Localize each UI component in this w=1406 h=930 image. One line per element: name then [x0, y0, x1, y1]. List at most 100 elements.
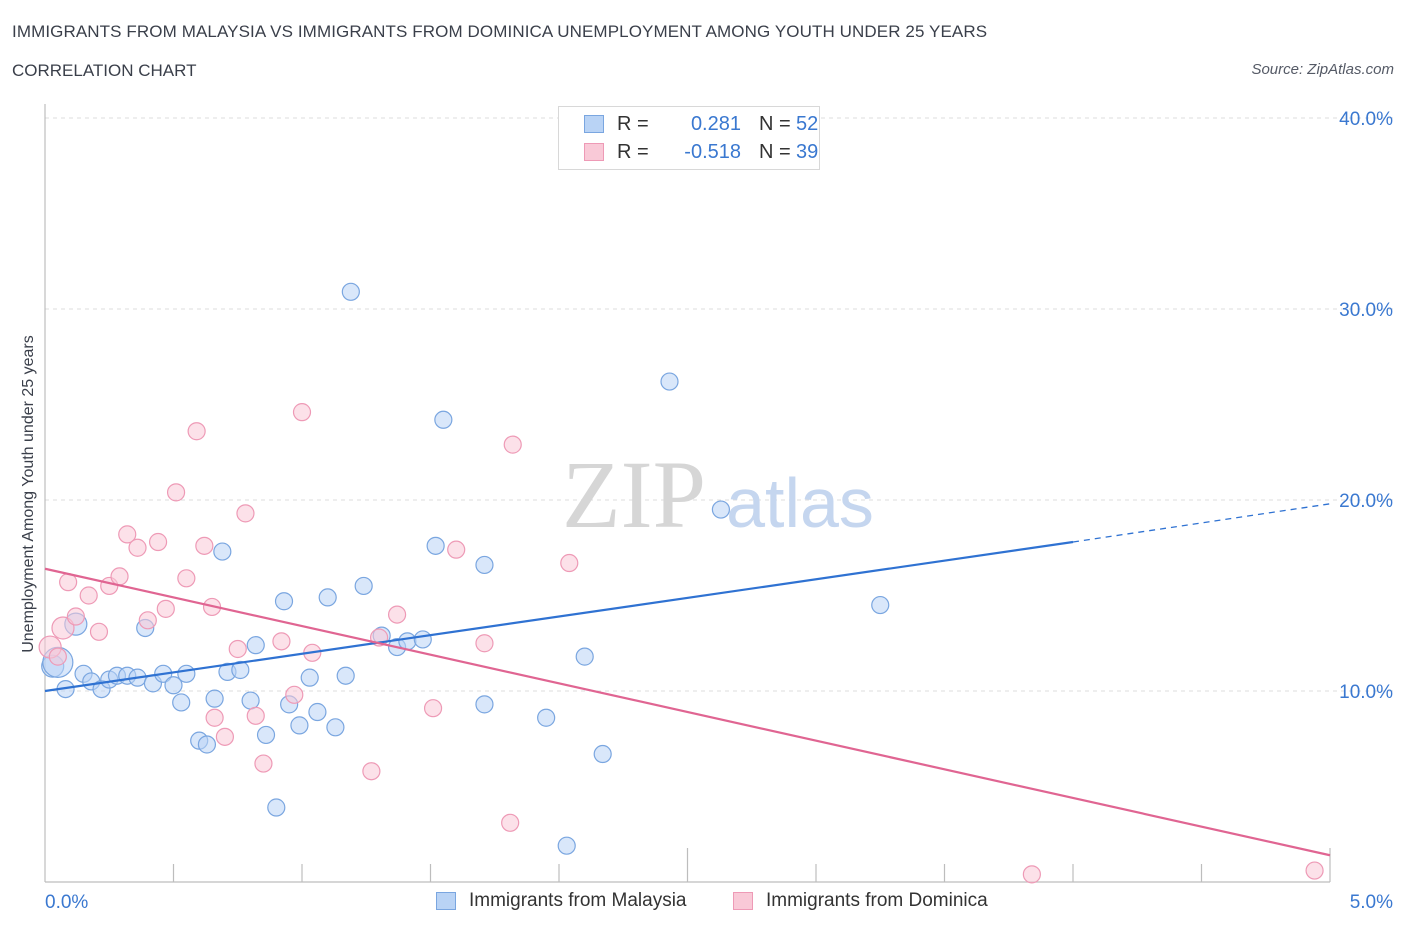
dominica-point: [387, 605, 407, 624]
dominica-point: [447, 540, 466, 559]
x-tick-label: 0.0%: [45, 892, 88, 913]
malaysia-point: [231, 660, 250, 680]
dominica-point: [236, 504, 255, 523]
dominica-point: [187, 422, 206, 441]
malaysia-point: [205, 689, 224, 708]
dominica-point: [128, 538, 147, 557]
dominica-point: [560, 553, 579, 573]
r-label: R =: [617, 113, 649, 135]
malaysia-point: [557, 836, 576, 855]
dominica-point: [1305, 861, 1324, 880]
n-label: N =: [759, 113, 791, 135]
dominica-point: [118, 525, 137, 544]
malaysia-point: [246, 636, 265, 655]
dominica-point: [1022, 865, 1041, 884]
data-points: [38, 282, 1324, 884]
malaysia-point: [197, 735, 217, 754]
malaysia-point: [256, 725, 276, 745]
malaysia-point: [426, 536, 445, 555]
malaysia-n-value: 52: [796, 113, 819, 135]
dominica-point: [205, 708, 224, 727]
dominica-trend-line: [44, 567, 1331, 857]
malaysia-point: [172, 693, 191, 712]
dominica-point: [501, 813, 520, 832]
dominica-point: [177, 569, 196, 588]
dominica-legend-label: Immigrants from Dominica: [766, 890, 988, 911]
malaysia-point: [575, 647, 594, 666]
r-label: R =: [617, 141, 649, 163]
malaysia-point: [267, 798, 286, 817]
tick-labels: 10.0% 20.0% 30.0% 40.0% 0.0% 5.0%: [45, 109, 1393, 913]
dominica-point: [272, 632, 291, 651]
dominica-point: [246, 706, 265, 725]
malaysia-point: [308, 702, 327, 722]
dominica-point: [423, 699, 443, 718]
dominica-point: [79, 586, 98, 605]
dominica-point: [362, 762, 381, 781]
dominica-point: [215, 727, 234, 746]
y-tick-label: 40.0%: [1339, 109, 1393, 130]
malaysia-point: [341, 282, 360, 301]
malaysia-point: [336, 666, 355, 685]
dominica-point: [138, 611, 157, 630]
malaysia-trend-line: [44, 540, 1074, 693]
gridlines: [45, 117, 1395, 692]
dominica-point: [110, 567, 129, 586]
malaysia-point: [164, 676, 183, 695]
chart-title: IMMIGRANTS FROM MALAYSIA VS IMMIGRANTS F…: [12, 22, 988, 41]
chart-subtitle: CORRELATION CHART: [12, 61, 197, 80]
malaysia-point: [475, 695, 494, 714]
axes: [44, 104, 1331, 883]
malaysia-r-value: 0.281: [690, 113, 741, 135]
malaysia-point: [290, 716, 309, 735]
dominica-swatch: [584, 143, 604, 161]
malaysia-point: [318, 588, 337, 607]
dominica-point: [228, 639, 247, 659]
dominica-point: [148, 532, 168, 552]
watermark-zip: ZIP: [562, 441, 706, 548]
watermark-atlas: atlas: [726, 464, 874, 542]
dominica-point: [195, 536, 214, 555]
malaysia-point: [871, 595, 890, 615]
malaysia-point: [241, 691, 260, 710]
malaysia-point: [274, 592, 294, 611]
dominica-point: [292, 403, 312, 422]
stats-legend: R = 0.281 N = 52 R = -0.518 N = 39: [558, 106, 820, 170]
malaysia-trend-extension: [1072, 503, 1331, 543]
dominica-point: [51, 616, 75, 640]
malaysia-point: [660, 372, 679, 391]
malaysia-point: [300, 668, 319, 687]
malaysia-point: [354, 576, 373, 596]
y-tick-label: 10.0%: [1339, 682, 1393, 703]
malaysia-point: [413, 630, 432, 649]
dominica-point: [285, 685, 304, 704]
dominica-point: [166, 483, 186, 502]
dominica-point: [89, 622, 109, 641]
dominica-point: [475, 634, 494, 653]
malaysia-point: [537, 708, 556, 727]
y-tick-label: 20.0%: [1339, 491, 1393, 512]
watermark: ZIP atlas: [562, 441, 874, 548]
malaysia-legend-swatch: [436, 892, 456, 910]
malaysia-point: [434, 410, 453, 429]
source-credit: Source: ZipAtlas.com: [1251, 61, 1394, 78]
y-tick-label: 30.0%: [1339, 300, 1393, 321]
malaysia-point: [711, 500, 731, 519]
n-label: N =: [759, 141, 791, 163]
dominica-point: [156, 599, 175, 618]
malaysia-point: [326, 718, 345, 737]
malaysia-swatch: [584, 115, 604, 133]
x-tick-label: 5.0%: [1350, 892, 1393, 913]
malaysia-point: [475, 555, 494, 575]
dominica-point: [48, 647, 67, 666]
malaysia-point: [593, 744, 612, 764]
dominica-point: [66, 607, 85, 626]
malaysia-legend-label: Immigrants from Malaysia: [469, 890, 687, 911]
dominica-point: [503, 435, 522, 454]
dominica-n-value: 39: [796, 141, 819, 163]
dominica-legend-swatch: [733, 892, 753, 910]
dominica-r-value: -0.518: [684, 141, 741, 163]
trend-lines: [44, 503, 1331, 857]
malaysia-point: [177, 664, 196, 683]
